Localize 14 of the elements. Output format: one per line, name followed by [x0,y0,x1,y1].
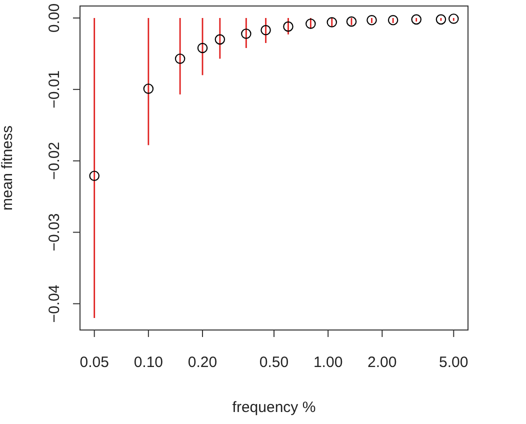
x-tick-label: 0.05 [80,354,109,371]
y-tick-label: 0.00 [46,3,63,33]
y-tick-label: −0.03 [46,213,63,252]
y-tick-label: −0.04 [46,284,63,323]
y-tick-label: −0.02 [46,142,63,180]
x-tick-label: 0.50 [259,354,289,371]
x-tick-label: 0.10 [134,354,164,371]
x-tick-label: 5.00 [439,354,468,371]
y-tick-label: −0.01 [46,70,63,108]
x-tick-label: 0.20 [188,354,218,371]
x-tick-label: 1.00 [313,354,343,371]
y-axis-title: mean fitness [0,125,16,211]
x-axis-title: frequency % [232,399,316,416]
x-tick-label: 2.00 [368,354,397,371]
